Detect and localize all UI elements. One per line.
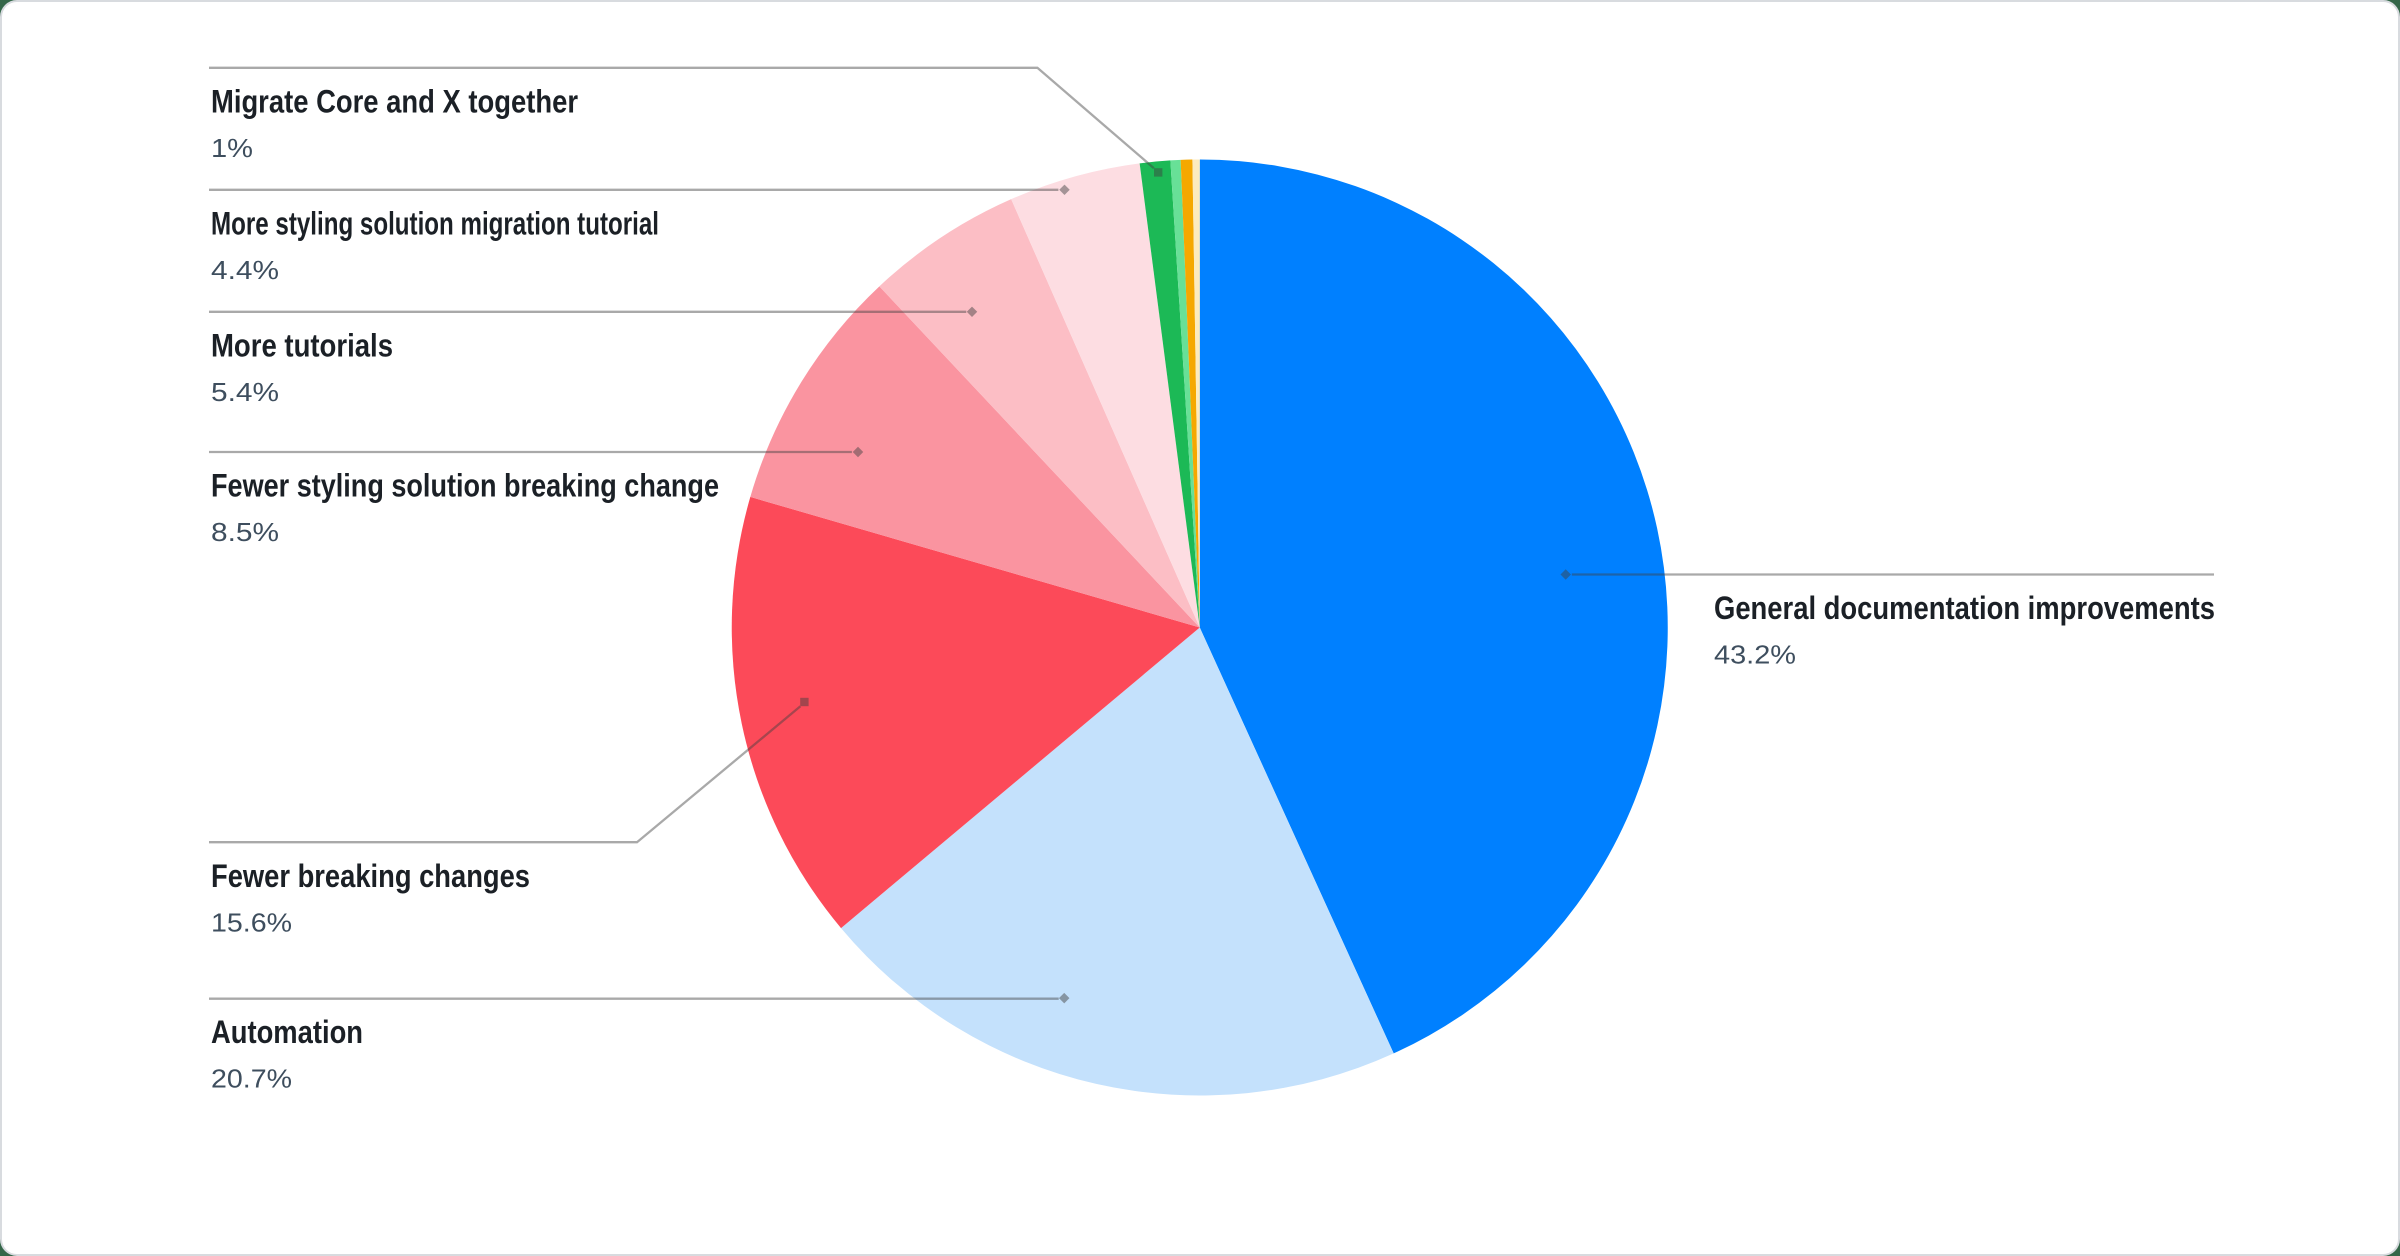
svg-text:5.4%: 5.4% <box>211 377 279 407</box>
svg-text:1%: 1% <box>211 133 253 163</box>
svg-text:Fewer breaking changes: Fewer breaking changes <box>211 858 530 894</box>
svg-text:15.6%: 15.6% <box>211 907 292 937</box>
svg-text:More styling solution migratio: More styling solution migration tutorial <box>211 205 659 241</box>
svg-text:Automation: Automation <box>211 1014 363 1050</box>
svg-text:8.5%: 8.5% <box>211 517 279 547</box>
svg-text:General documentation improvem: General documentation improvements <box>1714 590 2215 626</box>
svg-text:4.4%: 4.4% <box>211 255 279 285</box>
svg-text:More tutorials: More tutorials <box>211 327 393 363</box>
svg-text:Fewer styling solution breakin: Fewer styling solution breaking change <box>211 468 719 504</box>
svg-text:43.2%: 43.2% <box>1714 640 1796 670</box>
svg-text:Migrate Core and X together: Migrate Core and X together <box>211 83 578 119</box>
svg-text:20.7%: 20.7% <box>211 1064 292 1094</box>
